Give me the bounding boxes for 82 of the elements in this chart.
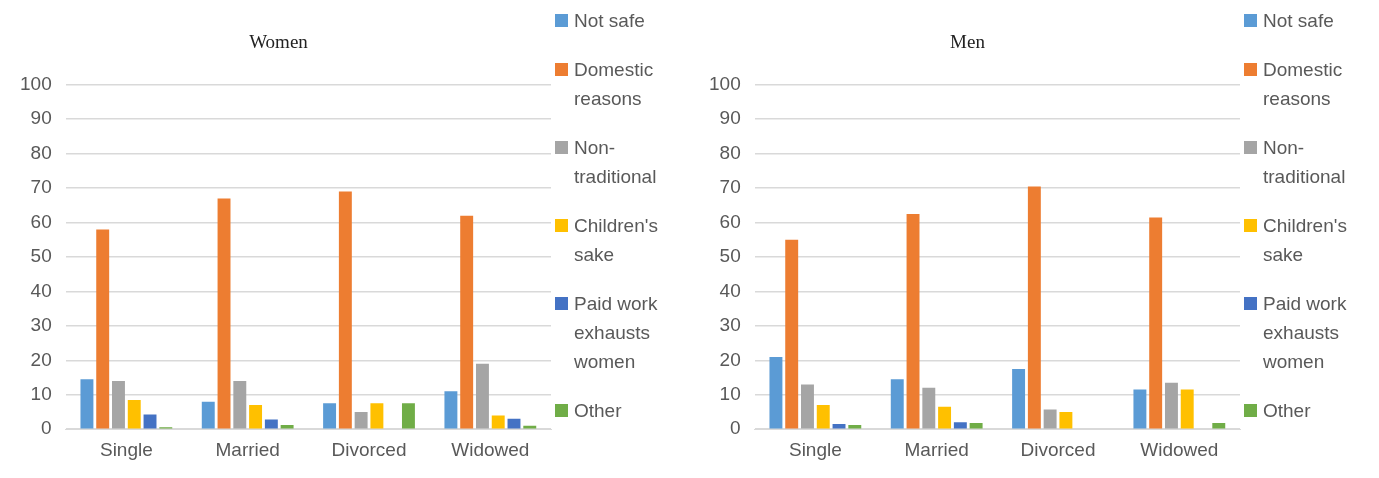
- y-tick-label: 40: [719, 279, 741, 301]
- bar: [1027, 186, 1041, 429]
- y-tick-label: 50: [30, 245, 52, 267]
- legend-label: Non-traditional: [1263, 136, 1347, 189]
- bar: [1212, 423, 1226, 429]
- bar: [201, 401, 215, 429]
- y-tick-label: 20: [719, 348, 741, 370]
- bar: [323, 403, 337, 429]
- legend-label: Non-traditional: [574, 136, 658, 189]
- y-tick-label: 10: [30, 382, 52, 404]
- y-tick-label: 70: [719, 176, 741, 198]
- y-tick-label: 80: [719, 141, 741, 163]
- y-tick-label: 40: [30, 279, 52, 301]
- bar: [1012, 368, 1026, 429]
- legend-label: Other: [574, 399, 622, 423]
- bar: [80, 379, 94, 429]
- bar: [370, 403, 384, 429]
- bar: [112, 380, 125, 429]
- y-tick-label: 60: [30, 210, 52, 232]
- bar: [1133, 389, 1147, 429]
- bar: [953, 422, 967, 429]
- y-tick-label: 100: [709, 73, 741, 95]
- bar: [969, 423, 983, 429]
- y-tick-label: 90: [30, 107, 52, 129]
- bar: [338, 191, 352, 429]
- x-tick-label: Married: [904, 438, 969, 460]
- bar: [1164, 382, 1178, 429]
- y-tick-label: 100: [20, 73, 52, 95]
- bar: [401, 403, 415, 429]
- y-tick-label: 30: [719, 314, 741, 336]
- bar: [816, 405, 830, 429]
- bar: [217, 198, 231, 429]
- legend-label: Domestic reasons: [574, 58, 655, 111]
- x-tick-label: Divorced: [331, 438, 407, 460]
- bar: [769, 356, 783, 429]
- y-tick-label: 50: [719, 245, 741, 267]
- legend-label: Children's sake: [1263, 214, 1348, 267]
- y-tick-label: 30: [30, 314, 52, 336]
- bar: [785, 239, 799, 429]
- bar: [475, 363, 489, 429]
- bar: [1149, 217, 1163, 429]
- bar: [354, 411, 368, 429]
- legend-label: Not safe: [1263, 9, 1334, 33]
- bar: [890, 379, 904, 429]
- y-tick-label: 60: [719, 210, 741, 232]
- legend-label: Domestic reasons: [1263, 58, 1344, 111]
- bar: [1043, 409, 1057, 429]
- x-tick-label: Single: [788, 438, 842, 460]
- bar: [249, 405, 263, 429]
- bar: [264, 419, 278, 429]
- y-tick-label: 90: [719, 107, 741, 129]
- y-tick-label: 0: [730, 417, 741, 439]
- chart-title: Women: [249, 31, 309, 53]
- bar: [1059, 411, 1073, 429]
- bar: [1180, 389, 1194, 429]
- bar: [460, 215, 474, 429]
- y-tick-label: 0: [41, 417, 52, 439]
- y-tick-label: 70: [30, 176, 52, 198]
- bar: [143, 414, 157, 429]
- bar: [444, 391, 458, 429]
- bar: [922, 387, 936, 429]
- bar: [96, 229, 110, 429]
- x-tick-label: Divorced: [1020, 438, 1096, 460]
- bar: [801, 384, 814, 429]
- legend-label: Paid work exhausts women: [574, 292, 659, 374]
- chart-title: Men: [950, 31, 986, 53]
- bar: [906, 213, 920, 429]
- x-tick-label: Widowed: [1140, 438, 1219, 460]
- legend-label: Children's sake: [574, 214, 659, 267]
- y-tick-label: 10: [719, 382, 741, 404]
- legend-label: Paid work exhausts women: [1263, 292, 1348, 374]
- y-tick-label: 80: [30, 141, 52, 163]
- bar: [127, 399, 141, 429]
- legend-label: Other: [1263, 399, 1311, 423]
- bar: [491, 415, 505, 429]
- bar: [233, 380, 247, 429]
- legend-label: Not safe: [574, 9, 645, 33]
- bar: [938, 406, 952, 429]
- x-tick-label: Widowed: [451, 438, 530, 460]
- x-tick-label: Single: [99, 438, 153, 460]
- y-tick-label: 20: [30, 348, 52, 370]
- x-tick-label: Married: [215, 438, 280, 460]
